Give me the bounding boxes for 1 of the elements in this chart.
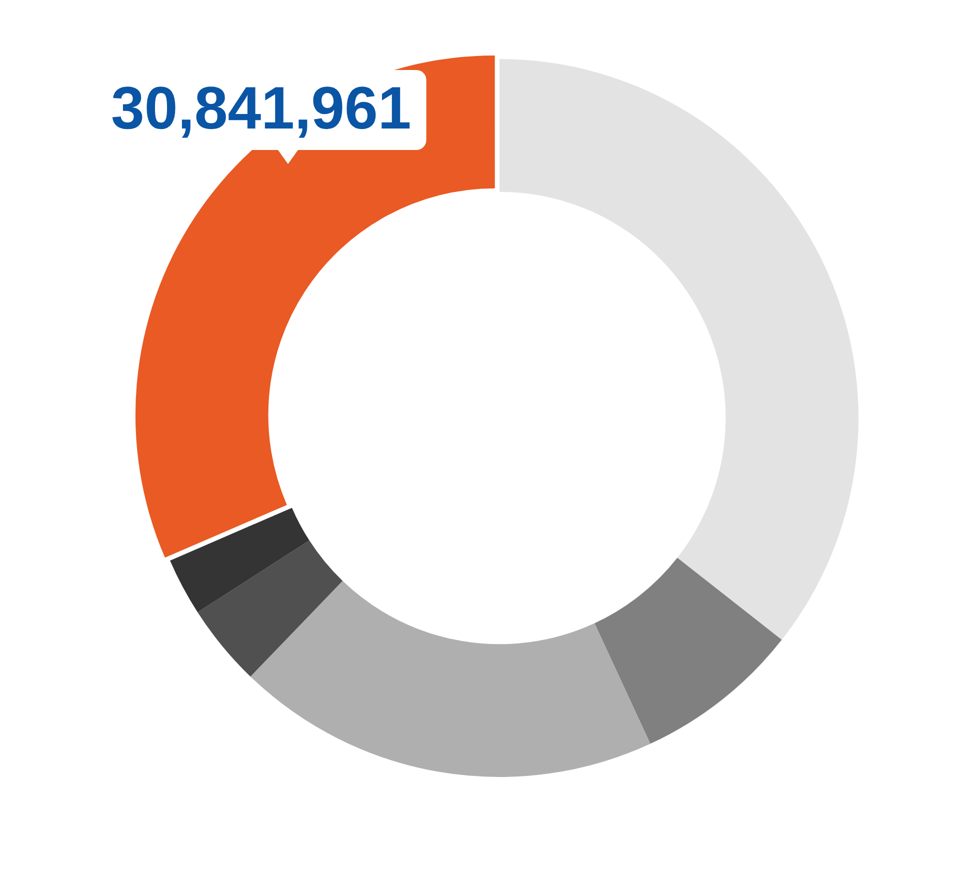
text: 30,841,961 xyxy=(111,74,412,142)
